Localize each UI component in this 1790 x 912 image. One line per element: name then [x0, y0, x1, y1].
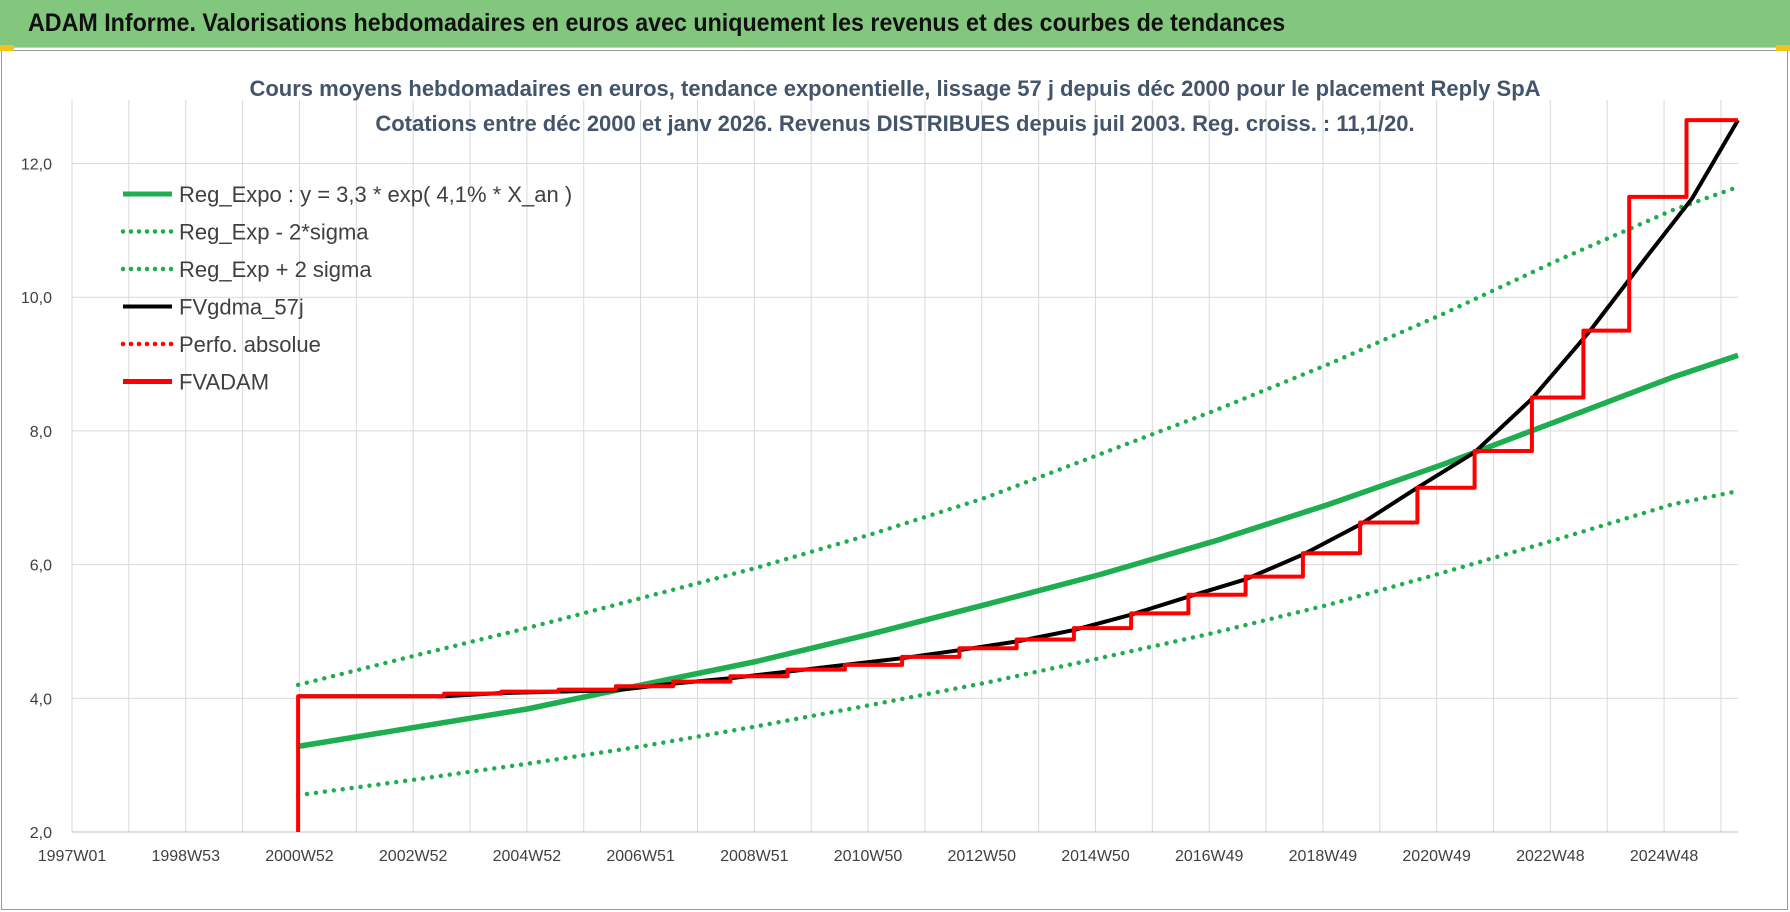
x-tick-label: 2004W52: [493, 848, 562, 865]
x-tick-label: 2020W49: [1402, 848, 1471, 865]
legend-item: FVADAM: [123, 370, 269, 395]
corner-marker-top-right: [1776, 45, 1790, 51]
x-tick-label: 2012W50: [948, 848, 1017, 865]
x-tick-label: 2000W52: [265, 848, 334, 865]
chart-subtitle: Cotations entre déc 2000 et janv 2026. R…: [375, 111, 1414, 136]
legend-item: Reg_Exp + 2 sigma: [120, 257, 372, 282]
legend-item: Reg_Expo : y = 3,3 * exp( 4,1% * X_an ): [123, 182, 572, 207]
legend-label: Perfo. absolue: [179, 332, 321, 357]
gridlines: [71, 100, 1738, 833]
series-group: [295, 118, 1741, 832]
x-tick-label: 2008W51: [720, 848, 789, 865]
y-tick-label: 10,0: [21, 290, 52, 307]
chart-frame: [1, 50, 1788, 910]
legend-item: FVgdma_57j: [123, 295, 304, 320]
series-line-reg-exp-2-sigma: [295, 184, 1741, 688]
x-tick-label: 2016W49: [1175, 848, 1244, 865]
x-tick-label: 2010W50: [834, 848, 903, 865]
y-tick-label: 2,0: [30, 825, 52, 842]
legend-label: Reg_Exp + 2 sigma: [179, 257, 372, 282]
legend-label: Reg_Expo : y = 3,3 * exp( 4,1% * X_an ): [179, 182, 572, 207]
x-tick-label: 2018W49: [1289, 848, 1358, 865]
legend-item: Perfo. absolue: [120, 332, 321, 357]
series-line-fvadam: [296, 118, 1738, 832]
x-tick-label: 2014W50: [1061, 848, 1130, 865]
x-tick-label: 2006W51: [606, 848, 675, 865]
x-tick-label: 2024W48: [1630, 848, 1699, 865]
x-tick-label: 2022W48: [1516, 848, 1585, 865]
legend-label: FVgdma_57j: [179, 295, 304, 320]
banner: ADAM Informe. Valorisations hebdomadaire…: [0, 0, 1790, 48]
y-tick-label: 6,0: [30, 558, 52, 575]
x-tick-label: 1998W53: [151, 848, 220, 865]
corner-marker-top-left: [0, 45, 14, 51]
y-tick-label: 12,0: [21, 157, 52, 174]
y-tick-label: 4,0: [30, 691, 52, 708]
tick-labels: 1997W01 1998W53 2000W52 2002W52 2004W52 2006W…: [21, 157, 1699, 865]
legend-item: Reg_Exp - 2*sigma: [120, 220, 369, 245]
legend-label: FVADAM: [179, 370, 269, 395]
x-tick-label: 2002W52: [379, 848, 448, 865]
x-tick-label: 1997W01: [38, 848, 107, 865]
y-tick-label: 8,0: [30, 424, 52, 441]
banner-title: ADAM Informe. Valorisations hebdomadaire…: [28, 9, 1286, 37]
legend: Reg_Expo : y = 3,3 * exp( 4,1% * X_an ) R…: [120, 182, 572, 395]
chart-title: Cours moyens hebdomadaires en euros, ten…: [249, 76, 1540, 101]
legend-label: Reg_Exp - 2*sigma: [179, 220, 369, 245]
series-line-reg-exp-2-sigma: [295, 488, 1741, 798]
series-line-reg-expo-y-3-3-exp-4-1-x-an: [297, 352, 1739, 750]
